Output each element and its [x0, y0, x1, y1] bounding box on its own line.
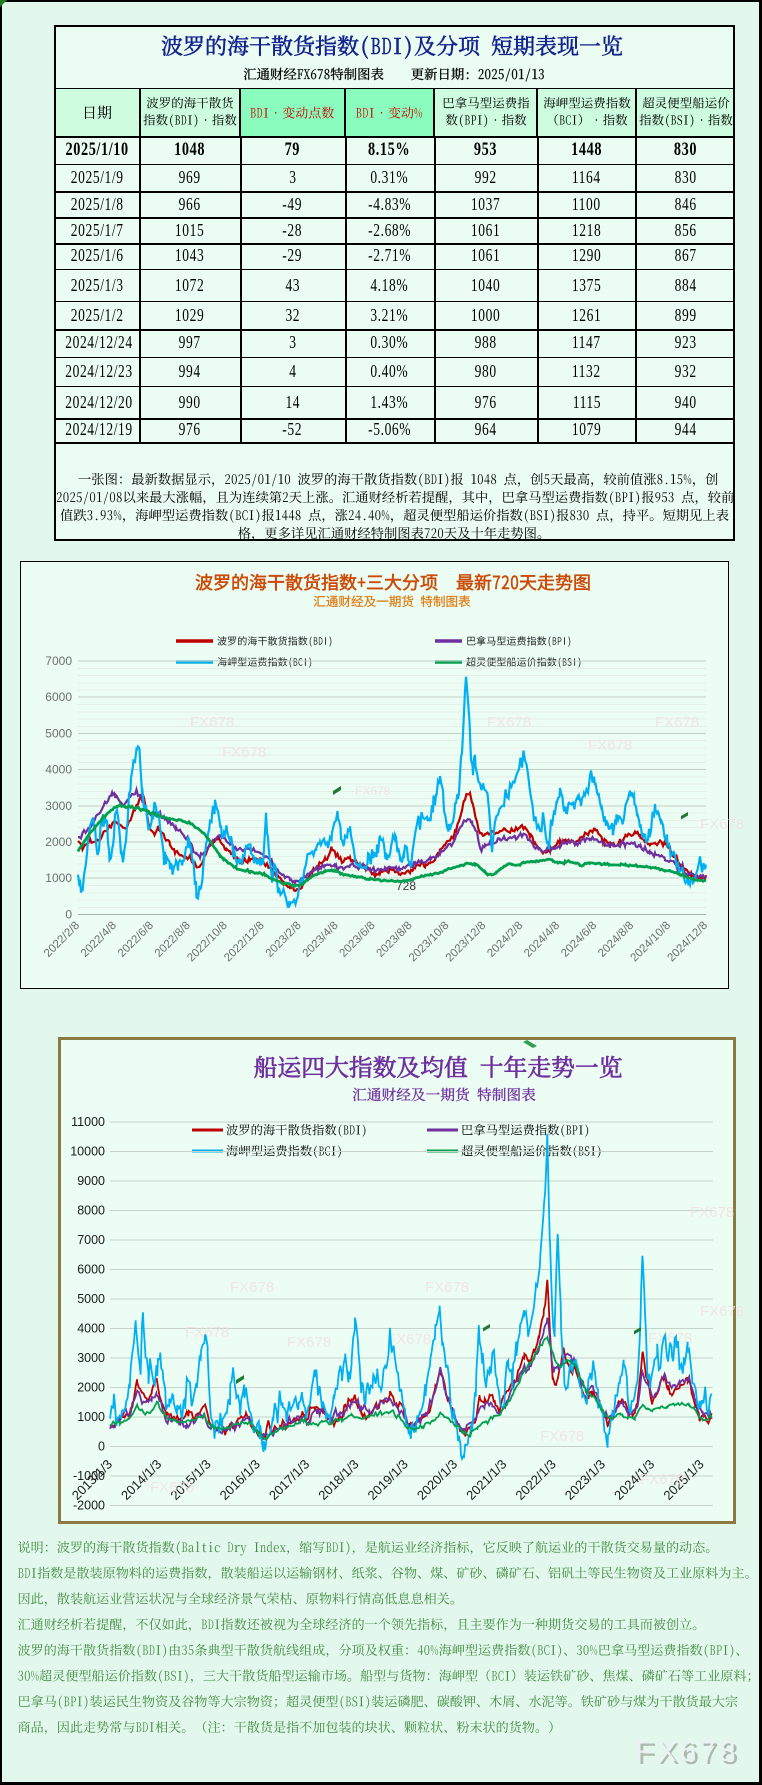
svg-text:FX678: FX678	[690, 1204, 734, 1221]
svg-text:2017/1/3: 2017/1/3	[266, 1457, 312, 1503]
svg-text:5000: 5000	[45, 726, 72, 740]
svg-text:3000: 3000	[77, 1351, 105, 1365]
svg-text:2000: 2000	[77, 1381, 105, 1395]
svg-text:FX678: FX678	[648, 1330, 692, 1347]
svg-text:2023/1/3: 2023/1/3	[562, 1457, 608, 1503]
svg-text:7000: 7000	[77, 1233, 105, 1247]
svg-text:9000: 9000	[77, 1174, 105, 1188]
svg-text:0: 0	[65, 907, 72, 921]
svg-text:2024/6/8: 2024/6/8	[559, 920, 599, 960]
svg-text:-2000: -2000	[73, 1499, 105, 1513]
svg-text:8000: 8000	[77, 1204, 105, 1218]
svg-text:2024/12/8: 2024/12/8	[665, 920, 710, 965]
svg-text:1000: 1000	[45, 871, 72, 885]
svg-text:2023/12/8: 2023/12/8	[444, 920, 489, 965]
svg-text:FX678: FX678	[700, 816, 744, 833]
svg-text:2022/6/8: 2022/6/8	[116, 920, 156, 960]
svg-text:2020/1/3: 2020/1/3	[414, 1457, 460, 1503]
svg-text:10000: 10000	[70, 1145, 105, 1159]
svg-text:FX678: FX678	[540, 1428, 584, 1445]
svg-text:-1000: -1000	[73, 1469, 105, 1483]
svg-text:FX678: FX678	[287, 1334, 331, 1351]
svg-text:2018/1/3: 2018/1/3	[315, 1457, 361, 1503]
svg-text:2000: 2000	[45, 835, 72, 849]
svg-text:FX678: FX678	[487, 714, 531, 731]
svg-text:FX678: FX678	[230, 1279, 274, 1296]
svg-text:FX678: FX678	[387, 1331, 431, 1348]
svg-text:FX678: FX678	[355, 784, 391, 798]
svg-text:6000: 6000	[45, 690, 72, 704]
svg-text:2023/4/8: 2023/4/8	[301, 920, 341, 960]
svg-text:2022/1/3: 2022/1/3	[512, 1457, 558, 1503]
svg-text:2016/1/3: 2016/1/3	[217, 1457, 263, 1503]
svg-text:1000: 1000	[77, 1410, 105, 1424]
svg-text:FX678: FX678	[655, 714, 699, 731]
svg-text:2022/12/8: 2022/12/8	[222, 920, 267, 965]
svg-text:2024/4/8: 2024/4/8	[522, 920, 562, 960]
svg-text:FX678: FX678	[588, 737, 632, 754]
svg-text:5000: 5000	[77, 1292, 105, 1306]
svg-text:FX678: FX678	[425, 1279, 469, 1296]
svg-text:FX678: FX678	[150, 1479, 194, 1496]
svg-text:2021/1/3: 2021/1/3	[463, 1457, 509, 1503]
svg-text:FX678: FX678	[190, 714, 234, 731]
svg-text:FX678: FX678	[222, 744, 266, 761]
svg-text:FX678: FX678	[700, 1303, 744, 1320]
svg-text:2023/2/8: 2023/2/8	[264, 920, 304, 960]
svg-text:6000: 6000	[77, 1263, 105, 1277]
svg-text:2024/2/8: 2024/2/8	[485, 920, 525, 960]
svg-text:FX678: FX678	[185, 1324, 229, 1341]
svg-text:11000: 11000	[71, 1115, 105, 1129]
svg-text:2019/1/3: 2019/1/3	[365, 1457, 411, 1503]
svg-text:7000: 7000	[45, 654, 72, 668]
svg-text:3000: 3000	[45, 799, 72, 813]
svg-text:4000: 4000	[77, 1322, 105, 1336]
svg-text:4000: 4000	[45, 763, 72, 777]
svg-text:FX678: FX678	[640, 1471, 684, 1488]
svg-text:2022/4/8: 2022/4/8	[79, 920, 119, 960]
svg-text:2022/2/8: 2022/2/8	[42, 920, 82, 960]
svg-text:2023/6/8: 2023/6/8	[337, 920, 377, 960]
svg-text:0: 0	[98, 1440, 105, 1454]
